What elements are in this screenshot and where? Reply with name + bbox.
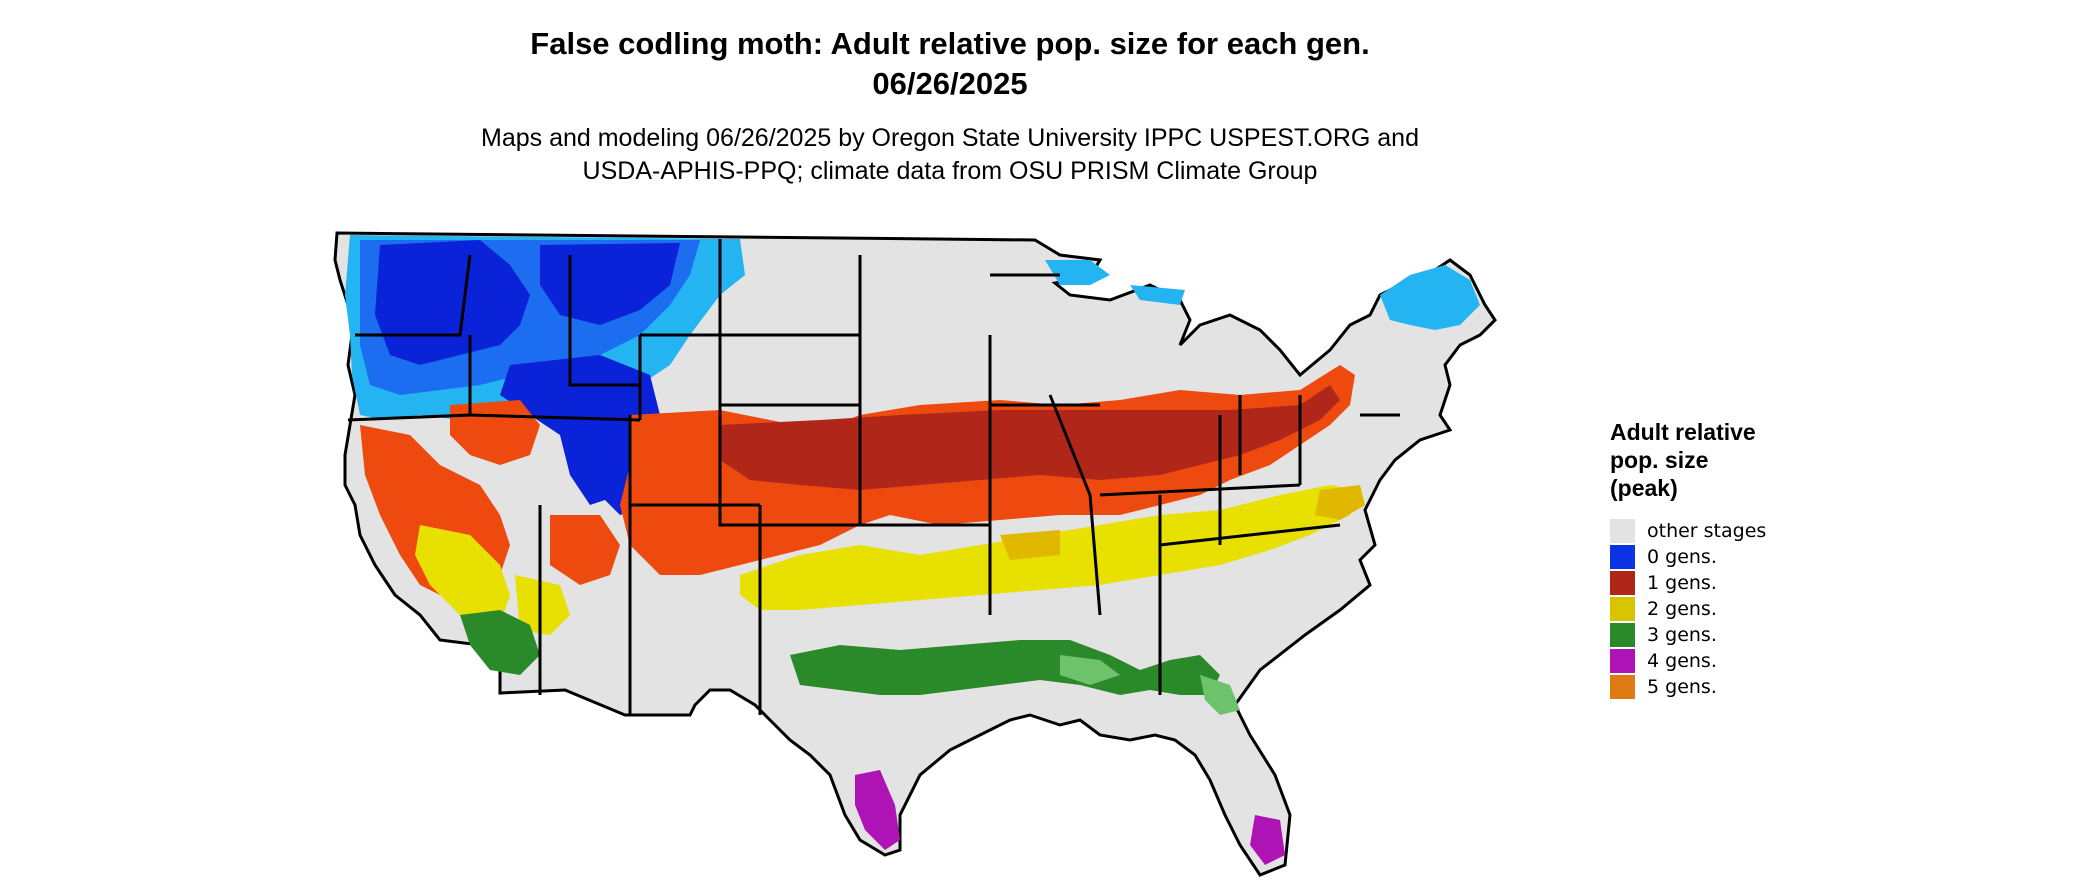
legend-label: 3 gens. bbox=[1647, 624, 1717, 646]
legend-label: 1 gens. bbox=[1647, 572, 1717, 594]
legend-swatch bbox=[1610, 623, 1635, 647]
legend-item-0-gens: 0 gens. bbox=[1610, 544, 1830, 570]
legend-item-2-gens: 2 gens. bbox=[1610, 596, 1830, 622]
legend-item-1-gens: 1 gens. bbox=[1610, 570, 1830, 596]
subtitle-line-1: Maps and modeling 06/26/2025 by Oregon S… bbox=[481, 124, 1419, 152]
map-subtitle: Maps and modeling 06/26/2025 by Oregon S… bbox=[0, 122, 1900, 188]
legend-swatch bbox=[1610, 597, 1635, 621]
map-legend: Adult relative pop. size (peak) other st… bbox=[1610, 418, 1830, 700]
one-gen-band-dark bbox=[720, 385, 1340, 490]
legend-swatch bbox=[1610, 649, 1635, 673]
state-borders bbox=[347, 239, 1400, 715]
legend-item-3-gens: 3 gens. bbox=[1610, 622, 1830, 648]
legend-swatch bbox=[1610, 519, 1635, 543]
three-gen-region-arizona bbox=[460, 610, 540, 675]
legend-label: 4 gens. bbox=[1647, 650, 1717, 672]
three-gen-band-light bbox=[1060, 655, 1240, 715]
legend-label: 0 gens. bbox=[1647, 546, 1717, 568]
map-title: False codling moth: Adult relative pop. … bbox=[0, 24, 1900, 104]
legend-label: 2 gens. bbox=[1647, 598, 1717, 620]
title-line-2: 06/26/2025 bbox=[872, 66, 1028, 101]
legend-items: other stages 0 gens. 1 gens. 2 gens. 3 g… bbox=[1610, 518, 1830, 700]
subtitle-line-2: USDA-APHIS-PPQ; climate data from OSU PR… bbox=[582, 157, 1318, 185]
title-line-1: False codling moth: Adult relative pop. … bbox=[530, 26, 1370, 61]
four-gen-region-florida bbox=[1250, 815, 1285, 865]
zero-gen-region-northeast bbox=[1380, 265, 1480, 330]
legend-swatch bbox=[1610, 675, 1635, 699]
legend-item-5-gens: 5 gens. bbox=[1610, 674, 1830, 700]
legend-swatch bbox=[1610, 545, 1635, 569]
zero-gen-region-great-lakes bbox=[1045, 260, 1185, 305]
legend-label: other stages bbox=[1647, 520, 1767, 542]
legend-item-4-gens: 4 gens. bbox=[1610, 648, 1830, 674]
legend-swatch bbox=[1610, 571, 1635, 595]
legend-item-other-stages: other stages bbox=[1610, 518, 1830, 544]
legend-title: Adult relative pop. size (peak) bbox=[1610, 419, 1756, 501]
legend-label: 5 gens. bbox=[1647, 676, 1717, 698]
four-gen-region-texas bbox=[855, 770, 900, 850]
us-generations-map bbox=[333, 231, 1497, 877]
two-gen-band-gold bbox=[1000, 485, 1365, 560]
two-gen-region-southwest bbox=[415, 525, 570, 635]
three-gen-band bbox=[790, 640, 1220, 695]
